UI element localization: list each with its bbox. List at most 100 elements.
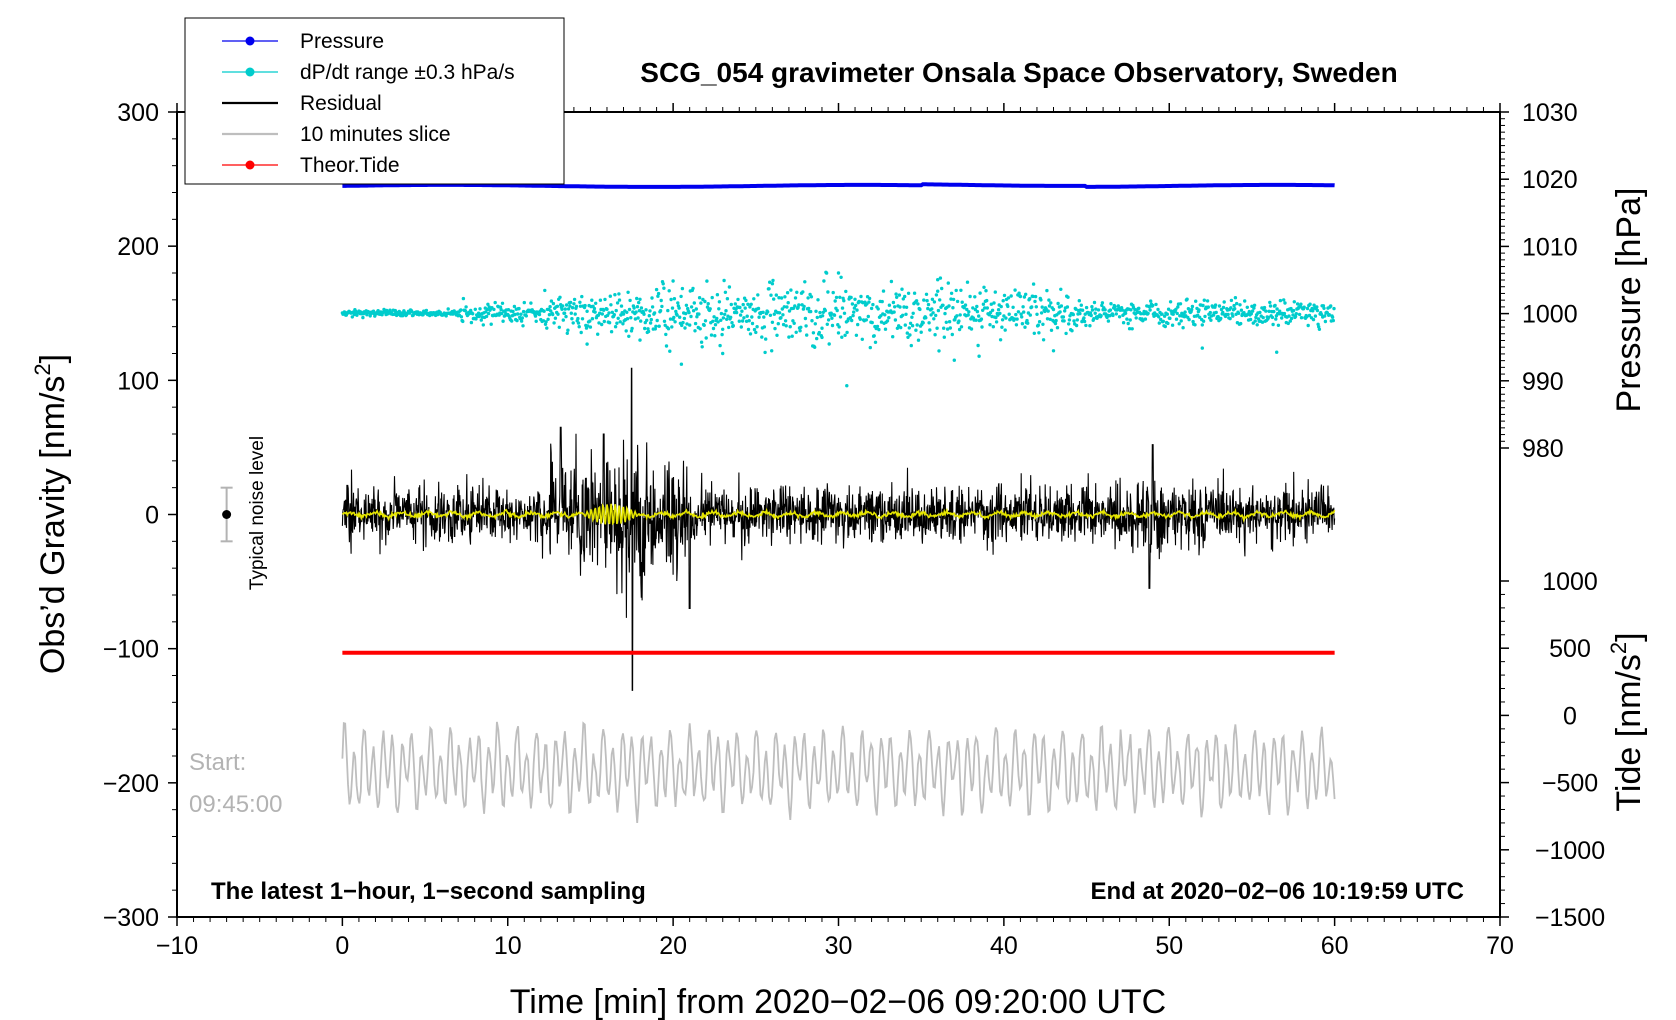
dpdt-point (615, 301, 620, 305)
dpdt-point (867, 300, 871, 304)
dpdt-point (869, 306, 874, 311)
dpdt-point (564, 303, 569, 307)
dpdt-point (481, 323, 485, 327)
dpdt-point (1000, 318, 1005, 322)
dpdt-point (1305, 306, 1310, 311)
dpdt-point (1193, 323, 1197, 327)
dpdt-point (810, 319, 814, 323)
dpdt-point (602, 308, 606, 312)
dpdt-point (974, 318, 978, 322)
dpdt-point (971, 306, 975, 310)
dpdt-point (793, 296, 798, 300)
dpdt-point (469, 308, 473, 313)
dpdt-point (787, 335, 791, 339)
dpdt-point (988, 310, 993, 315)
dpdt-point (1252, 306, 1256, 310)
dpdt-point (1278, 298, 1283, 303)
dpdt-point (544, 320, 548, 324)
dpdt-point (740, 309, 744, 313)
dpdt-point (934, 293, 939, 297)
dpdt-point (689, 305, 694, 309)
dpdt-point (576, 316, 580, 321)
dpdt-point (904, 312, 908, 316)
dpdt-point (1006, 304, 1010, 309)
dpdt-point (716, 320, 720, 324)
dpdt-point (936, 289, 940, 293)
dpdt-point (1001, 299, 1005, 303)
dpdt-point (1011, 305, 1015, 309)
dpdt-point (1319, 312, 1324, 317)
dpdt-point (762, 315, 766, 319)
dpdt-point (459, 315, 464, 319)
dpdt-point (713, 323, 718, 327)
dpdt-point (1217, 304, 1222, 308)
dpdt-point (1283, 301, 1287, 305)
dpdt-point (911, 311, 915, 315)
dpdt-point (624, 329, 628, 333)
dpdt-point (785, 291, 790, 295)
dpdt-point (1286, 321, 1291, 326)
dpdt-point (459, 308, 463, 312)
dpdt-point (580, 317, 585, 321)
dpdt-point (627, 307, 632, 312)
dpdt-point (976, 343, 980, 348)
dpdt-point (930, 307, 934, 311)
dpdt-point (723, 290, 728, 294)
dpdt-point (784, 324, 788, 328)
dpdt-point (1208, 310, 1213, 315)
dpdt-point (580, 294, 584, 299)
dpdt-point (815, 315, 819, 320)
dpdt-point (573, 312, 577, 316)
dpdt-point (1100, 301, 1105, 305)
y-tick-label: −200 (103, 770, 159, 798)
dpdt-point (843, 333, 847, 337)
dpdt-point (984, 289, 988, 293)
dpdt-point (1157, 321, 1162, 325)
dpdt-point (1079, 303, 1084, 307)
dpdt-point (479, 318, 483, 322)
dpdt-point (1000, 325, 1004, 329)
dpdt-point (1267, 309, 1271, 313)
dpdt-point (1331, 318, 1336, 323)
dpdt-point (901, 313, 905, 317)
dpdt-point (914, 328, 918, 332)
dpdt-point (883, 313, 887, 317)
dpdt-point (1117, 315, 1122, 319)
dpdt-point (485, 307, 489, 312)
dpdt-point (813, 322, 817, 326)
dpdt-point (1248, 317, 1253, 322)
dpdt-point (721, 316, 726, 320)
dpdt-point (982, 285, 986, 289)
dpdt-point (721, 351, 725, 356)
dpdt-point (724, 309, 728, 313)
dpdt-point (635, 296, 639, 301)
dpdt-point (1077, 299, 1082, 303)
dpdt-point (657, 324, 661, 328)
dpdt-point (772, 297, 776, 301)
dpdt-point (679, 294, 683, 299)
dpdt-point (1090, 308, 1095, 312)
dpdt-point (818, 310, 822, 315)
dpdt-point (1082, 316, 1086, 320)
dpdt-point (978, 291, 982, 295)
dpdt-point (1125, 317, 1129, 321)
dpdt-point (588, 319, 592, 323)
pressure-line (342, 182, 1335, 189)
dpdt-point (1247, 309, 1252, 314)
dpdt-point (985, 306, 989, 310)
dpdt-point (776, 322, 780, 326)
dpdt-point (926, 306, 930, 311)
start-label: Start: (189, 749, 246, 776)
dpdt-point (1090, 305, 1094, 309)
dpdt-point (1047, 298, 1051, 302)
dpdt-point (638, 297, 642, 301)
dpdt-point (883, 327, 888, 331)
dpdt-point (1302, 305, 1306, 309)
note-end-time: End at 2020−02−06 10:19:59 UTC (1090, 878, 1464, 905)
tide-axis-title-close: ] (1610, 632, 1648, 641)
dpdt-point (570, 317, 574, 321)
dpdt-point (597, 321, 601, 325)
dpdt-point (916, 302, 920, 306)
dpdt-point (1049, 301, 1053, 305)
dpdt-point (887, 316, 891, 320)
